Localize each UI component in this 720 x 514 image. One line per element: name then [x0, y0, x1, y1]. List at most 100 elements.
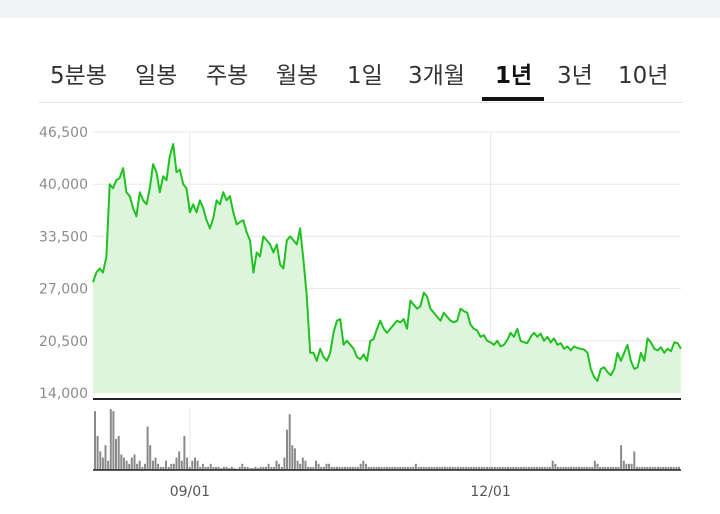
volume-bar	[222, 466, 225, 470]
tab-3[interactable]: 월봉	[276, 63, 319, 89]
volume-bar	[593, 460, 596, 470]
volume-bar	[557, 466, 559, 470]
volume-bar	[407, 466, 409, 470]
volume-bar	[580, 466, 583, 470]
volume-bar	[425, 466, 428, 470]
volume-bar	[409, 466, 412, 470]
volume-bar	[233, 468, 236, 470]
volume-bar	[635, 466, 638, 470]
volume-bar	[428, 466, 431, 470]
volume-bar	[138, 460, 141, 470]
volume-bar	[486, 466, 488, 470]
tab-6[interactable]: 1년	[495, 63, 533, 89]
volume-bar	[496, 466, 499, 470]
volume-bar	[201, 463, 204, 470]
volume-bar	[638, 466, 641, 470]
volume-bar	[178, 451, 181, 470]
volume-bar	[212, 466, 215, 470]
volume-bar	[646, 466, 649, 470]
tab-1[interactable]: 일봉	[135, 63, 178, 89]
volume-bar	[228, 468, 231, 470]
volume-bar	[499, 466, 502, 470]
volume-bar	[504, 466, 507, 470]
volume-bar	[204, 466, 207, 470]
volume-bar	[570, 466, 573, 470]
volume-bar	[96, 435, 99, 470]
volume-bar	[478, 466, 481, 470]
volume-bar	[217, 466, 220, 470]
tab-7[interactable]: 3년	[557, 63, 593, 89]
volume-bar	[120, 454, 123, 470]
volume-bar	[501, 466, 504, 470]
volume-bar	[225, 466, 228, 470]
volume-bar	[436, 466, 438, 470]
volume-bar	[338, 466, 341, 470]
volume-bar	[512, 466, 515, 470]
volume-bar	[564, 466, 567, 470]
volume-bar	[336, 466, 338, 470]
volume-bar	[167, 466, 170, 470]
volume-bar	[343, 466, 346, 470]
volume-bar	[633, 451, 636, 470]
volume-bar	[133, 454, 136, 470]
volume-bar	[451, 466, 454, 470]
volume-bar	[441, 466, 444, 470]
volume-bar	[472, 466, 475, 470]
volume-bar	[115, 439, 117, 470]
volume-bar	[241, 463, 244, 470]
volume-bar	[230, 466, 233, 470]
tab-8[interactable]: 10년	[618, 63, 669, 89]
volume-bar	[630, 463, 633, 470]
volume-bar	[333, 466, 336, 470]
volume-bar	[641, 466, 644, 470]
volume-bar	[151, 460, 154, 470]
volume-bar	[401, 466, 404, 470]
volume-bar	[149, 445, 152, 470]
volume-bar	[380, 466, 383, 470]
volume-bar	[491, 466, 494, 470]
volume-bar	[199, 466, 202, 470]
volume-bar	[312, 466, 315, 470]
volume-bar	[349, 466, 352, 470]
volume-bar	[541, 466, 544, 470]
volume-bar	[286, 429, 288, 470]
volume-bar	[117, 435, 120, 470]
volume-bar	[667, 466, 670, 470]
volume-bar	[362, 460, 365, 470]
volume-bar	[670, 466, 673, 470]
volume-bar	[125, 460, 128, 470]
tab-2[interactable]: 주봉	[206, 63, 249, 89]
tab-0[interactable]: 5분봉	[50, 63, 107, 89]
volume-bar	[572, 466, 575, 470]
volume-bar	[107, 460, 110, 470]
volume-bar	[575, 466, 578, 470]
volume-bar	[457, 466, 459, 470]
volume-bar	[330, 466, 333, 470]
volume-bar	[220, 468, 223, 470]
volume-bar	[304, 460, 307, 470]
volume-bar	[675, 466, 678, 470]
volume-bar	[388, 466, 391, 470]
volume-bar	[620, 445, 623, 470]
volume-bar	[346, 466, 349, 470]
volume-bar	[194, 457, 196, 470]
volume-bar	[530, 466, 533, 470]
volume-bar	[357, 466, 360, 470]
volume-bar	[112, 411, 115, 470]
volume-bar	[604, 466, 607, 470]
tab-4[interactable]: 1일	[347, 63, 383, 89]
volume-bar	[275, 460, 278, 470]
volume-bar	[307, 466, 310, 470]
volume-bar	[291, 445, 294, 470]
price-line	[92, 143, 682, 382]
volume-bar	[567, 466, 570, 470]
volume-bar	[175, 457, 178, 470]
volume-bar	[341, 466, 344, 470]
volume-bar	[386, 466, 388, 470]
volume-bar	[559, 466, 562, 470]
volume-bar	[535, 466, 538, 470]
tab-5[interactable]: 3개월	[408, 63, 465, 89]
volume-bar	[272, 466, 275, 470]
y-tick-label: 14,000	[39, 386, 88, 402]
volume-bar	[293, 448, 296, 470]
